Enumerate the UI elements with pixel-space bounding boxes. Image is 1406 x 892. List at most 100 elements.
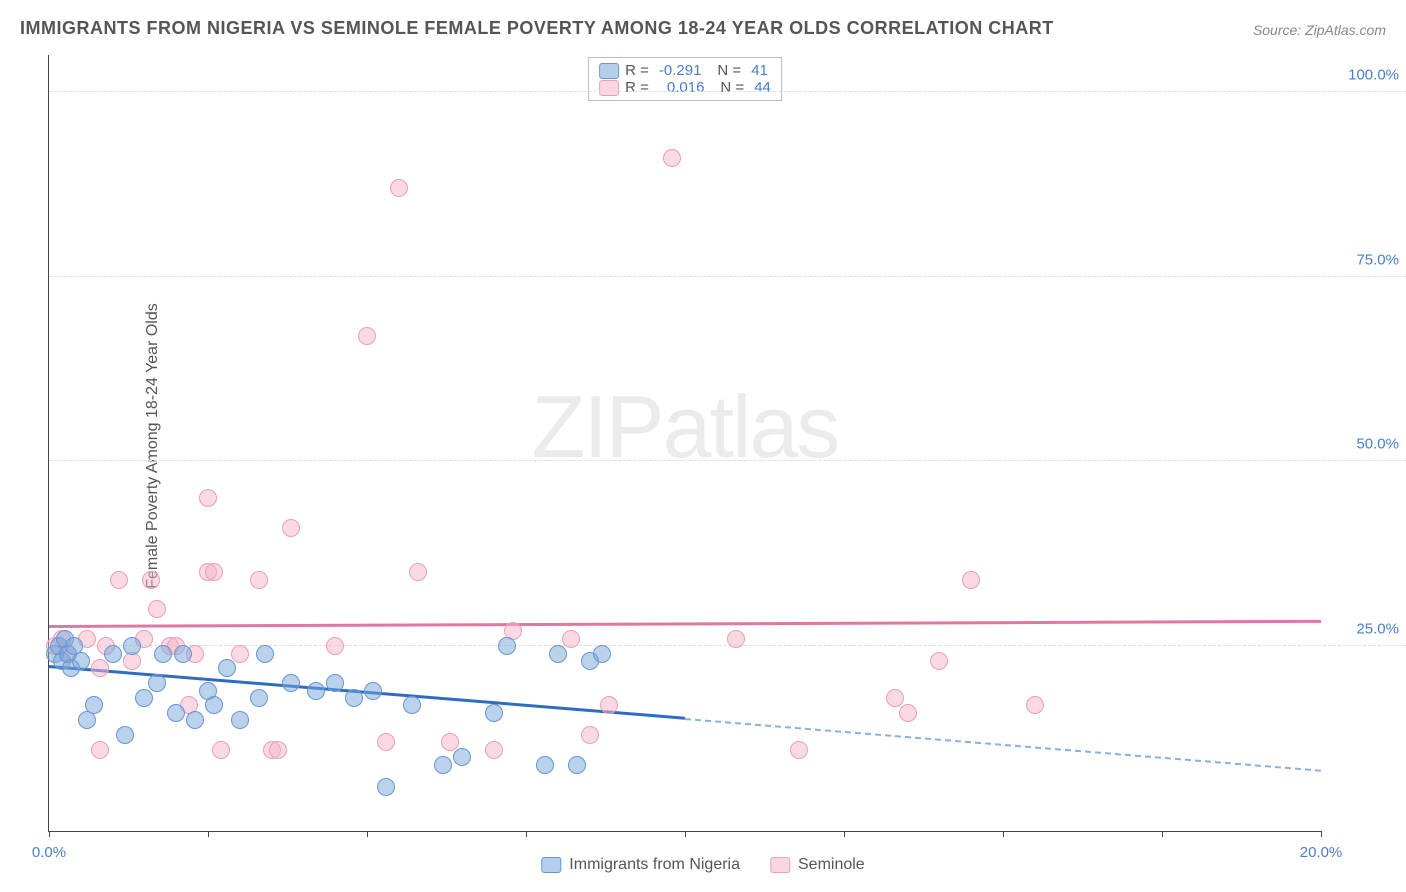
data-point xyxy=(167,704,185,722)
r-label: R = xyxy=(625,62,649,79)
data-point xyxy=(568,756,586,774)
y-tick-label: 25.0% xyxy=(1356,621,1399,638)
gridline xyxy=(49,460,1406,461)
stats-row-pink: R = 0.016 N = 44 xyxy=(599,79,771,96)
r-value-pink: 0.016 xyxy=(667,79,705,96)
data-point xyxy=(142,571,160,589)
y-tick-label: 50.0% xyxy=(1356,436,1399,453)
series-legend: Immigrants from Nigeria Seminole xyxy=(541,856,864,874)
data-point xyxy=(282,674,300,692)
gridline xyxy=(49,91,1406,92)
gridline xyxy=(49,276,1406,277)
stats-row-blue: R = -0.291 N = 41 xyxy=(599,62,771,79)
y-tick-label: 75.0% xyxy=(1356,251,1399,268)
x-tick xyxy=(49,831,50,837)
data-point xyxy=(485,704,503,722)
data-point xyxy=(485,741,503,759)
x-tick xyxy=(685,831,686,837)
stats-legend: R = -0.291 N = 41 R = 0.016 N = 44 xyxy=(588,57,782,101)
data-point xyxy=(186,711,204,729)
n-label: N = xyxy=(717,62,741,79)
data-point xyxy=(212,741,230,759)
data-point xyxy=(886,689,904,707)
watermark: ZIPatlas xyxy=(532,376,839,478)
trend-line xyxy=(685,718,1321,772)
data-point xyxy=(727,630,745,648)
data-point xyxy=(199,489,217,507)
data-point xyxy=(593,645,611,663)
data-point xyxy=(962,571,980,589)
data-point xyxy=(104,645,122,663)
data-point xyxy=(116,726,134,744)
data-point xyxy=(135,689,153,707)
data-point xyxy=(85,696,103,714)
data-point xyxy=(358,327,376,345)
x-tick-label: 20.0% xyxy=(1300,844,1343,861)
data-point xyxy=(498,637,516,655)
r-label: R = xyxy=(625,79,649,96)
data-point xyxy=(930,652,948,670)
x-tick xyxy=(1162,831,1163,837)
data-point xyxy=(148,600,166,618)
n-value-blue: 41 xyxy=(751,62,768,79)
gridline xyxy=(49,645,1406,646)
data-point xyxy=(453,748,471,766)
r-value-blue: -0.291 xyxy=(659,62,702,79)
watermark-thin: atlas xyxy=(663,377,839,476)
data-point xyxy=(205,696,223,714)
data-point xyxy=(326,674,344,692)
swatch-blue-icon xyxy=(599,63,619,79)
data-point xyxy=(899,704,917,722)
source-attribution: Source: ZipAtlas.com xyxy=(1253,22,1386,38)
data-point xyxy=(110,571,128,589)
x-tick xyxy=(526,831,527,837)
x-tick xyxy=(844,831,845,837)
data-point xyxy=(345,689,363,707)
data-point xyxy=(441,733,459,751)
data-point xyxy=(174,645,192,663)
data-point xyxy=(434,756,452,774)
data-point xyxy=(600,696,618,714)
data-point xyxy=(231,711,249,729)
data-point xyxy=(72,652,90,670)
scatter-chart: ZIPatlas R = -0.291 N = 41 R = 0.016 N =… xyxy=(48,55,1321,832)
data-point xyxy=(549,645,567,663)
x-tick-label: 0.0% xyxy=(32,844,66,861)
data-point xyxy=(250,689,268,707)
legend-item-pink: Seminole xyxy=(770,856,865,874)
y-tick-label: 100.0% xyxy=(1348,66,1399,83)
watermark-bold: ZIP xyxy=(532,377,663,476)
n-value-pink: 44 xyxy=(754,79,771,96)
data-point xyxy=(1026,696,1044,714)
x-tick xyxy=(208,831,209,837)
data-point xyxy=(91,741,109,759)
data-point xyxy=(409,563,427,581)
data-point xyxy=(218,659,236,677)
x-tick xyxy=(367,831,368,837)
data-point xyxy=(307,682,325,700)
legend-label-pink: Seminole xyxy=(798,856,865,874)
x-tick xyxy=(1321,831,1322,837)
data-point xyxy=(205,563,223,581)
data-point xyxy=(790,741,808,759)
chart-title: IMMIGRANTS FROM NIGERIA VS SEMINOLE FEMA… xyxy=(20,18,1054,39)
data-point xyxy=(403,696,421,714)
trend-line xyxy=(49,620,1321,628)
data-point xyxy=(377,733,395,751)
legend-item-blue: Immigrants from Nigeria xyxy=(541,856,740,874)
data-point xyxy=(326,637,344,655)
data-point xyxy=(536,756,554,774)
data-point xyxy=(390,179,408,197)
swatch-pink-icon xyxy=(770,857,790,873)
data-point xyxy=(231,645,249,663)
swatch-blue-icon xyxy=(541,857,561,873)
swatch-pink-icon xyxy=(599,80,619,96)
data-point xyxy=(581,726,599,744)
data-point xyxy=(364,682,382,700)
data-point xyxy=(123,637,141,655)
x-tick xyxy=(1003,831,1004,837)
data-point xyxy=(148,674,166,692)
data-point xyxy=(250,571,268,589)
n-label: N = xyxy=(720,79,744,96)
data-point xyxy=(256,645,274,663)
